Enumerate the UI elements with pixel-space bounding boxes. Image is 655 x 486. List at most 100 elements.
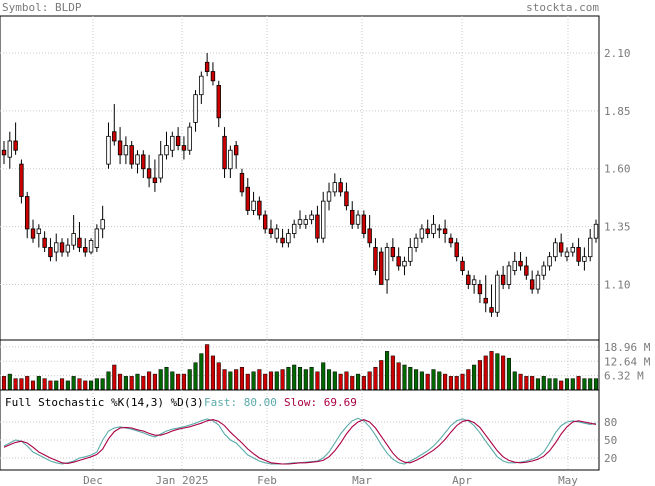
candle-down xyxy=(129,145,134,165)
volume-tick-label: 6.32 M xyxy=(604,370,644,383)
candle-down xyxy=(558,242,564,253)
volume-bar xyxy=(135,373,140,390)
volume-bar xyxy=(30,380,36,390)
candle-down xyxy=(262,214,268,230)
volume-bar xyxy=(263,373,268,390)
price-grid xyxy=(0,16,599,340)
volume-bar xyxy=(466,369,471,390)
volume-bar xyxy=(257,369,262,390)
candle-up xyxy=(582,256,587,262)
candle-down xyxy=(529,279,535,290)
candle-down xyxy=(518,260,523,267)
volume-bar xyxy=(100,378,105,390)
volume-bar xyxy=(396,362,401,390)
candle-down xyxy=(141,154,146,170)
candle-down xyxy=(239,172,245,193)
volume-bars xyxy=(1,344,599,390)
volume-bar xyxy=(152,373,157,390)
candle-up xyxy=(303,219,309,225)
stochastic-panel-frame xyxy=(0,389,600,471)
candle-up xyxy=(71,233,76,246)
candle-down xyxy=(25,196,30,230)
candle-up xyxy=(384,247,390,281)
candle-down xyxy=(379,251,384,285)
candle-up xyxy=(297,219,303,225)
candle-down xyxy=(344,191,349,207)
candle-down xyxy=(181,145,187,151)
volume-bar xyxy=(385,351,390,390)
volume-bar xyxy=(524,376,529,390)
candle-up xyxy=(54,242,59,253)
volume-bar xyxy=(25,376,30,390)
candle-up xyxy=(593,223,599,239)
candle-up xyxy=(419,228,425,239)
candle-up xyxy=(506,265,512,285)
date-tick-label: Apr xyxy=(452,474,472,486)
volume-bar xyxy=(477,360,482,390)
candle-down xyxy=(204,61,210,72)
volume-bar xyxy=(147,371,152,390)
volume-bar xyxy=(181,373,186,390)
candle-down xyxy=(146,168,152,179)
volume-bar xyxy=(535,378,541,390)
candle-down xyxy=(460,260,465,271)
candle-up xyxy=(402,260,407,267)
candle-down xyxy=(390,247,396,258)
candle-down xyxy=(117,140,123,156)
candle-down xyxy=(280,237,285,244)
volume-bar xyxy=(164,367,169,390)
candle-down xyxy=(373,247,378,271)
volume-bar xyxy=(425,373,430,390)
volume-bar xyxy=(158,369,163,390)
candle-down xyxy=(466,274,471,285)
candle-up xyxy=(471,279,477,285)
candle-up xyxy=(309,214,314,221)
volume-bar xyxy=(303,369,308,390)
stochastic-lines xyxy=(3,417,597,465)
volume-bar xyxy=(443,373,448,390)
candle-up xyxy=(570,247,575,253)
candle-down xyxy=(42,237,47,248)
volume-bar xyxy=(71,376,76,390)
date-tick-label: Jan 2025 xyxy=(156,474,209,486)
candle-up xyxy=(170,135,175,151)
candle-up xyxy=(88,240,94,253)
candle-down xyxy=(477,284,483,295)
candle-up xyxy=(564,251,570,258)
price-tick-label: 2.10 xyxy=(604,47,631,60)
volume-bar xyxy=(350,376,355,390)
volume-bar xyxy=(59,378,65,390)
candle-down xyxy=(152,177,158,184)
volume-bar xyxy=(454,376,459,390)
volume-bar xyxy=(367,371,372,390)
price-panel: 1.10 1.35 1.60 1.85 2.10 xyxy=(0,15,631,341)
candle-up xyxy=(65,244,71,253)
volume-bar xyxy=(390,355,395,390)
candle-down xyxy=(222,135,227,170)
volume-bar xyxy=(588,378,593,390)
volume-bar xyxy=(541,376,546,390)
volume-bar xyxy=(48,380,53,390)
volume-bar xyxy=(170,371,175,390)
volume-bar xyxy=(193,362,198,390)
volume-bar xyxy=(501,355,506,390)
volume-panel: 18.96 M12.64 M 6.32 M xyxy=(0,339,651,391)
candle-down xyxy=(425,228,430,234)
candle-up xyxy=(164,145,169,156)
candle-up xyxy=(199,75,204,96)
volume-bar xyxy=(176,373,181,390)
candle-down xyxy=(367,228,372,244)
volume-bar xyxy=(344,371,349,390)
candle-up xyxy=(274,228,279,239)
candle-up xyxy=(413,237,419,248)
volume-bar xyxy=(228,371,233,390)
candle-down xyxy=(338,182,343,193)
candle-up xyxy=(512,260,517,271)
volume-bar xyxy=(338,373,343,390)
volume-bar xyxy=(530,376,535,390)
candle-up xyxy=(495,274,500,313)
volume-bar xyxy=(19,378,24,390)
volume-bar xyxy=(582,378,587,390)
candle-up xyxy=(286,233,291,244)
